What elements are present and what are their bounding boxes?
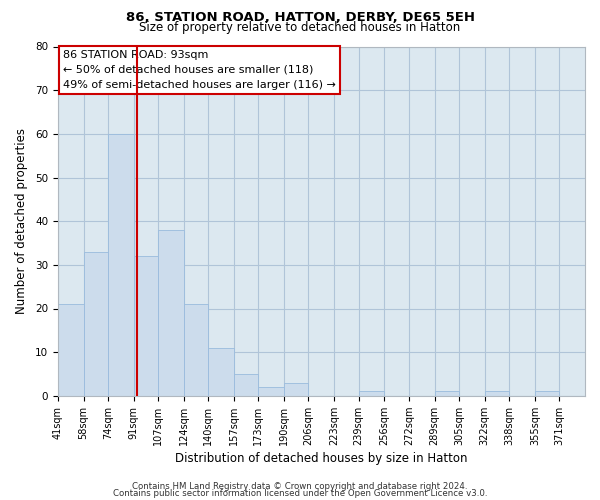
Y-axis label: Number of detached properties: Number of detached properties (15, 128, 28, 314)
Text: Contains HM Land Registry data © Crown copyright and database right 2024.: Contains HM Land Registry data © Crown c… (132, 482, 468, 491)
X-axis label: Distribution of detached houses by size in Hatton: Distribution of detached houses by size … (175, 452, 467, 465)
Bar (208, 348, 234, 396)
Bar (359, 392, 385, 396)
Text: Contains public sector information licensed under the Open Government Licence v3: Contains public sector information licen… (113, 489, 487, 498)
Bar (485, 392, 509, 396)
Bar (284, 382, 308, 396)
Bar (134, 256, 158, 396)
Text: 86 STATION ROAD: 93sqm
← 50% of detached houses are smaller (118)
49% of semi-de: 86 STATION ROAD: 93sqm ← 50% of detached… (63, 50, 336, 90)
Bar (184, 304, 208, 396)
Bar (434, 392, 459, 396)
Bar (83, 252, 108, 396)
Bar (535, 392, 559, 396)
Bar (158, 230, 184, 396)
Bar (58, 304, 83, 396)
Bar (108, 134, 134, 396)
Text: Size of property relative to detached houses in Hatton: Size of property relative to detached ho… (139, 21, 461, 34)
Text: 86, STATION ROAD, HATTON, DERBY, DE65 5EH: 86, STATION ROAD, HATTON, DERBY, DE65 5E… (125, 11, 475, 24)
Bar (259, 387, 284, 396)
Bar (234, 374, 259, 396)
